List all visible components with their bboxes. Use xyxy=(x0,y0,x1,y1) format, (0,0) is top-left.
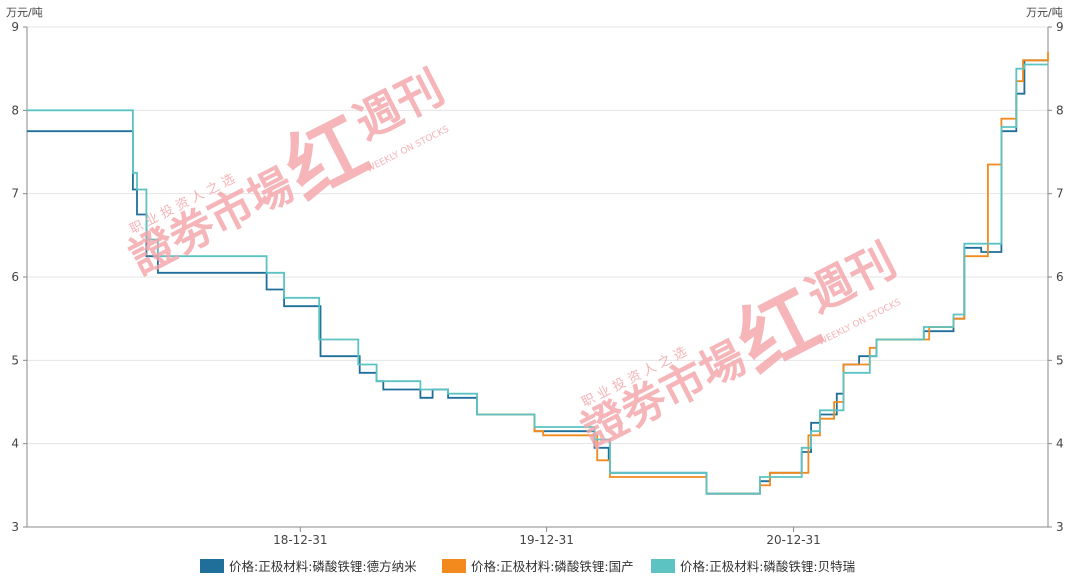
right-tick-label: 9 xyxy=(1056,20,1064,34)
legend-label-1: 价格:正极材料:磷酸铁锂:德方纳米 xyxy=(229,559,417,574)
watermark-top-left: 證劵市場 红 週刊 职 业 投 资 人 之 选 WEEKLY ON STOCKS xyxy=(122,60,452,285)
legend-swatch-2 xyxy=(442,559,466,573)
right-tick-label: 6 xyxy=(1056,270,1064,284)
left-tick-label: 9 xyxy=(11,20,19,34)
left-tick-label: 5 xyxy=(11,353,19,367)
series-line-3 xyxy=(27,63,1048,495)
right-tick-label: 5 xyxy=(1056,353,1064,367)
legend-label-2: 价格:正极材料:磷酸铁锂:国产 xyxy=(471,559,634,574)
left-tick-label: 8 xyxy=(11,103,19,117)
right-tick-label: 7 xyxy=(1056,187,1064,201)
right-tick-label: 8 xyxy=(1056,103,1064,117)
legend-swatch-3 xyxy=(651,559,675,573)
left-tick-label: 3 xyxy=(11,520,19,534)
legend: 价格:正极材料:磷酸铁锂:德方纳米 价格:正极材料:磷酸铁锂:国产 价格:正极材料:… xyxy=(200,559,855,574)
right-tick-label: 3 xyxy=(1056,520,1064,534)
ticks: 3 3 4 4 5 5 6 6 7 7 8 8 9 9 18-12-31 19-12-31 20-12-31 xyxy=(11,20,1063,547)
x-tick-label: 20-12-31 xyxy=(766,533,820,547)
gridlines xyxy=(27,26,1048,445)
right-axis-unit: 万元/吨 xyxy=(1026,6,1063,19)
left-tick-label: 7 xyxy=(11,187,19,201)
legend-label-3: 价格:正极材料:磷酸铁锂:贝特瑞 xyxy=(680,559,855,574)
left-tick-label: 4 xyxy=(11,437,19,451)
left-tick-label: 6 xyxy=(11,270,19,284)
legend-swatch-1 xyxy=(200,559,224,573)
x-tick-label: 19-12-31 xyxy=(519,533,573,547)
left-axis-unit: 万元/吨 xyxy=(6,6,43,19)
watermark-bottom-right: 證劵市場 红 週刊 职 业 投 资 人 之 选 WEEKLY ON STOCKS xyxy=(574,233,904,458)
right-tick-label: 4 xyxy=(1056,437,1064,451)
x-tick-label: 18-12-31 xyxy=(273,533,327,547)
series-lines xyxy=(27,52,1049,495)
